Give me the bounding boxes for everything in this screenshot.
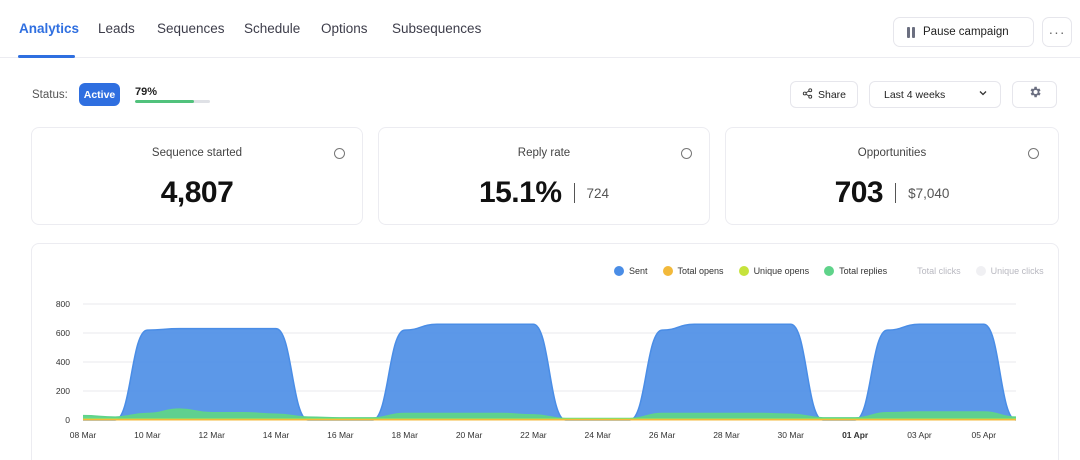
card-value: 703 xyxy=(834,176,884,209)
x-tick-label: 01 Apr xyxy=(842,430,869,440)
active-tab-indicator xyxy=(18,55,75,58)
legend-item-unique-opens[interactable]: Unique opens xyxy=(738,266,810,276)
tab-leads[interactable]: Leads xyxy=(98,21,135,36)
pause-campaign-button[interactable]: Pause campaign xyxy=(893,17,1034,47)
progress-text: 79% xyxy=(135,86,158,98)
divider xyxy=(573,183,575,203)
card-sequence-started: Sequence started 4,807 xyxy=(31,127,363,225)
card-title: Sequence started xyxy=(151,147,243,159)
legend-item-unique-clicks[interactable]: Unique clicks xyxy=(975,266,1044,276)
info-icon[interactable] xyxy=(1028,148,1039,159)
y-tick-label: 600 xyxy=(56,328,70,338)
x-tick-label: 20 Mar xyxy=(456,430,483,440)
legend-label: Total clicks xyxy=(917,266,961,276)
pause-campaign-label: Pause campaign xyxy=(923,26,1009,38)
card-title: Opportunities xyxy=(857,147,927,159)
share-icon xyxy=(802,87,813,102)
card-sub-value: $7,040 xyxy=(908,185,950,201)
chevron-down-icon xyxy=(978,88,988,101)
progress-fill xyxy=(135,100,195,103)
legend-label: Total replies xyxy=(839,266,888,276)
x-tick-label: 18 Mar xyxy=(391,430,418,440)
legend-dot xyxy=(902,266,913,276)
legend-dot xyxy=(662,266,673,276)
card-value: 4,807 xyxy=(160,176,234,209)
x-tick-label: 08 Mar xyxy=(70,430,97,440)
y-tick-label: 200 xyxy=(56,386,70,396)
x-tick-label: 12 Mar xyxy=(198,430,225,440)
more-options-button[interactable]: ··· xyxy=(1042,17,1072,47)
tab-schedule[interactable]: Schedule xyxy=(244,21,301,36)
share-label: Share xyxy=(817,88,847,101)
legend-dot xyxy=(824,266,835,276)
date-range-select[interactable]: Last 4 weeks xyxy=(869,81,1001,108)
legend-label: Total opens xyxy=(677,266,724,276)
x-tick-label: 14 Mar xyxy=(263,430,290,440)
info-icon[interactable] xyxy=(681,148,692,159)
date-range-value: Last 4 weeks xyxy=(884,88,946,101)
legend-dot xyxy=(614,266,624,276)
x-tick-label: 10 Mar xyxy=(134,430,161,440)
x-tick-label: 16 Mar xyxy=(327,430,354,440)
status-label: Status: xyxy=(32,89,68,101)
x-tick-label: 22 Mar xyxy=(520,430,547,440)
gear-icon xyxy=(1028,85,1042,104)
series-line-total-replies xyxy=(82,408,1017,420)
y-tick-label: 800 xyxy=(56,299,70,309)
status-badge[interactable]: Active xyxy=(79,83,120,106)
top-nav: Analytics Leads Sequences Schedule Optio… xyxy=(0,0,1080,58)
chart-legend: Sent Total opens Unique opens Total replies… xyxy=(614,266,1044,276)
card-opportunities: Opportunities 703 $7,040 xyxy=(725,127,1059,225)
info-icon[interactable] xyxy=(334,148,345,159)
chart-card xyxy=(31,243,1059,460)
card-reply-rate: Reply rate 15.1% 724 xyxy=(378,127,710,225)
legend-label: Unique opens xyxy=(753,266,810,276)
tab-options[interactable]: Options xyxy=(321,21,368,36)
card-title: Reply rate xyxy=(517,147,571,159)
legend-label: Unique clicks xyxy=(990,266,1044,276)
legend-dot xyxy=(738,266,749,276)
card-value: 15.1% xyxy=(478,176,562,209)
y-tick-label: 400 xyxy=(56,357,70,367)
progress-bar xyxy=(135,100,210,103)
y-tick-label: 0 xyxy=(65,415,70,425)
tab-subsequences[interactable]: Subsequences xyxy=(392,21,482,36)
x-tick-label: 05 Apr xyxy=(972,430,997,440)
series-line-sent xyxy=(82,323,1017,421)
x-tick-label: 26 Mar xyxy=(649,430,676,440)
more-icon: ··· xyxy=(1048,24,1066,40)
pause-icon xyxy=(907,26,915,38)
settings-button[interactable] xyxy=(1012,81,1057,108)
tab-analytics[interactable]: Analytics xyxy=(19,21,80,36)
divider xyxy=(895,183,897,203)
x-tick-label: 24 Mar xyxy=(585,430,612,440)
legend-item-total-clicks[interactable]: Total clicks xyxy=(902,266,961,276)
share-button[interactable]: Share xyxy=(790,81,858,108)
legend-dot xyxy=(975,266,986,276)
x-tick-label: 03 Apr xyxy=(907,430,932,440)
legend-item-total-opens[interactable]: Total opens xyxy=(662,266,724,276)
tab-sequences[interactable]: Sequences xyxy=(157,21,225,36)
legend-item-sent[interactable]: Sent xyxy=(614,266,648,276)
x-tick-label: 28 Mar xyxy=(713,430,740,440)
legend-label: Sent xyxy=(629,266,648,276)
x-tick-label: 30 Mar xyxy=(778,430,805,440)
card-sub-value: 724 xyxy=(586,185,610,201)
legend-item-total-replies[interactable]: Total replies xyxy=(824,266,887,276)
